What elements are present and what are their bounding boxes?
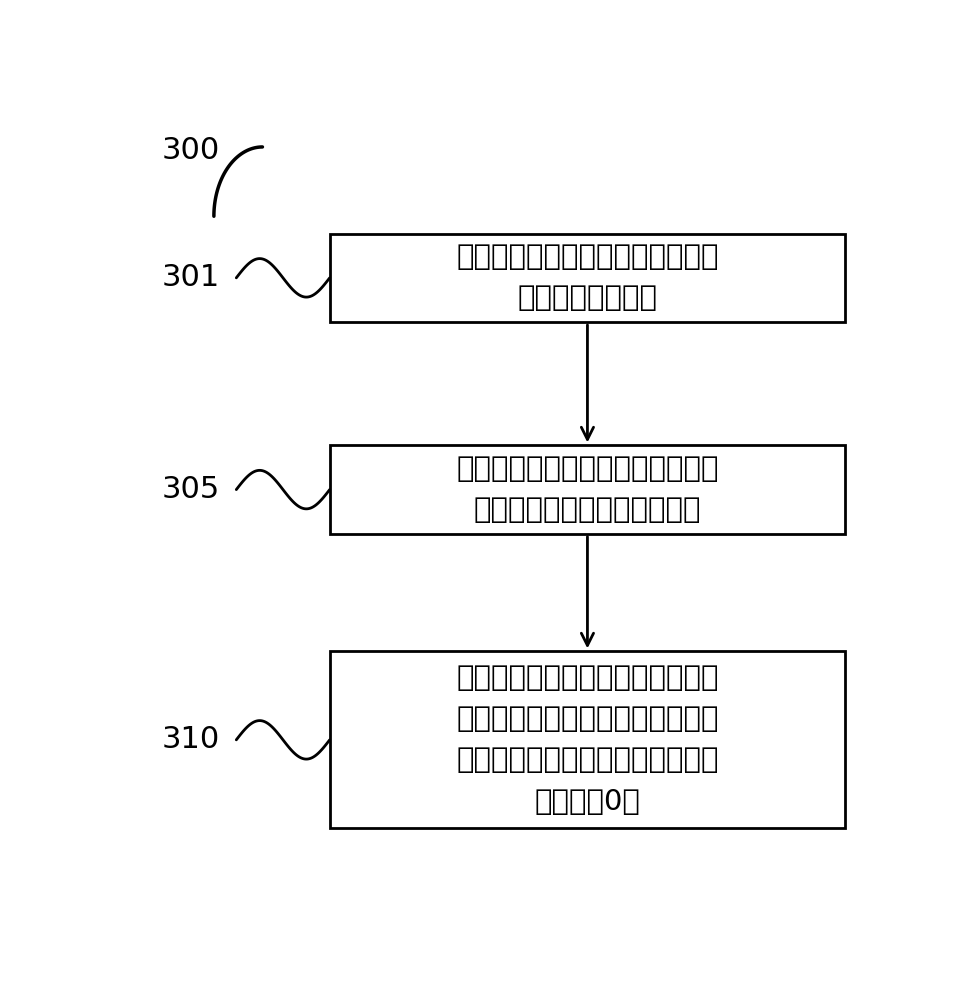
Text: 300: 300 bbox=[162, 136, 220, 165]
Bar bbox=[330, 445, 845, 534]
Bar bbox=[330, 234, 845, 322]
Text: 305: 305 bbox=[162, 475, 220, 504]
Text: 310: 310 bbox=[162, 725, 220, 754]
Text: 基于参考结构的轮廓从包括参考结
构的图像获得参考图像，其中在参
考图像中，参考结构的轮廓外部的
灰度值为0。: 基于参考结构的轮廓从包括参考结 构的图像获得参考图像，其中在参 考图像中，参考结… bbox=[456, 664, 719, 816]
Bar bbox=[330, 651, 845, 828]
Text: 在包括参考结构的图像中获得参考
结构的参考轮廓；: 在包括参考结构的图像中获得参考 结构的参考轮廓； bbox=[456, 243, 719, 312]
Text: 根据参考轮廓的法线方向上的灰度
分布，获得参考结构的轮廓；: 根据参考轮廓的法线方向上的灰度 分布，获得参考结构的轮廓； bbox=[456, 455, 719, 524]
Text: 301: 301 bbox=[162, 263, 220, 292]
